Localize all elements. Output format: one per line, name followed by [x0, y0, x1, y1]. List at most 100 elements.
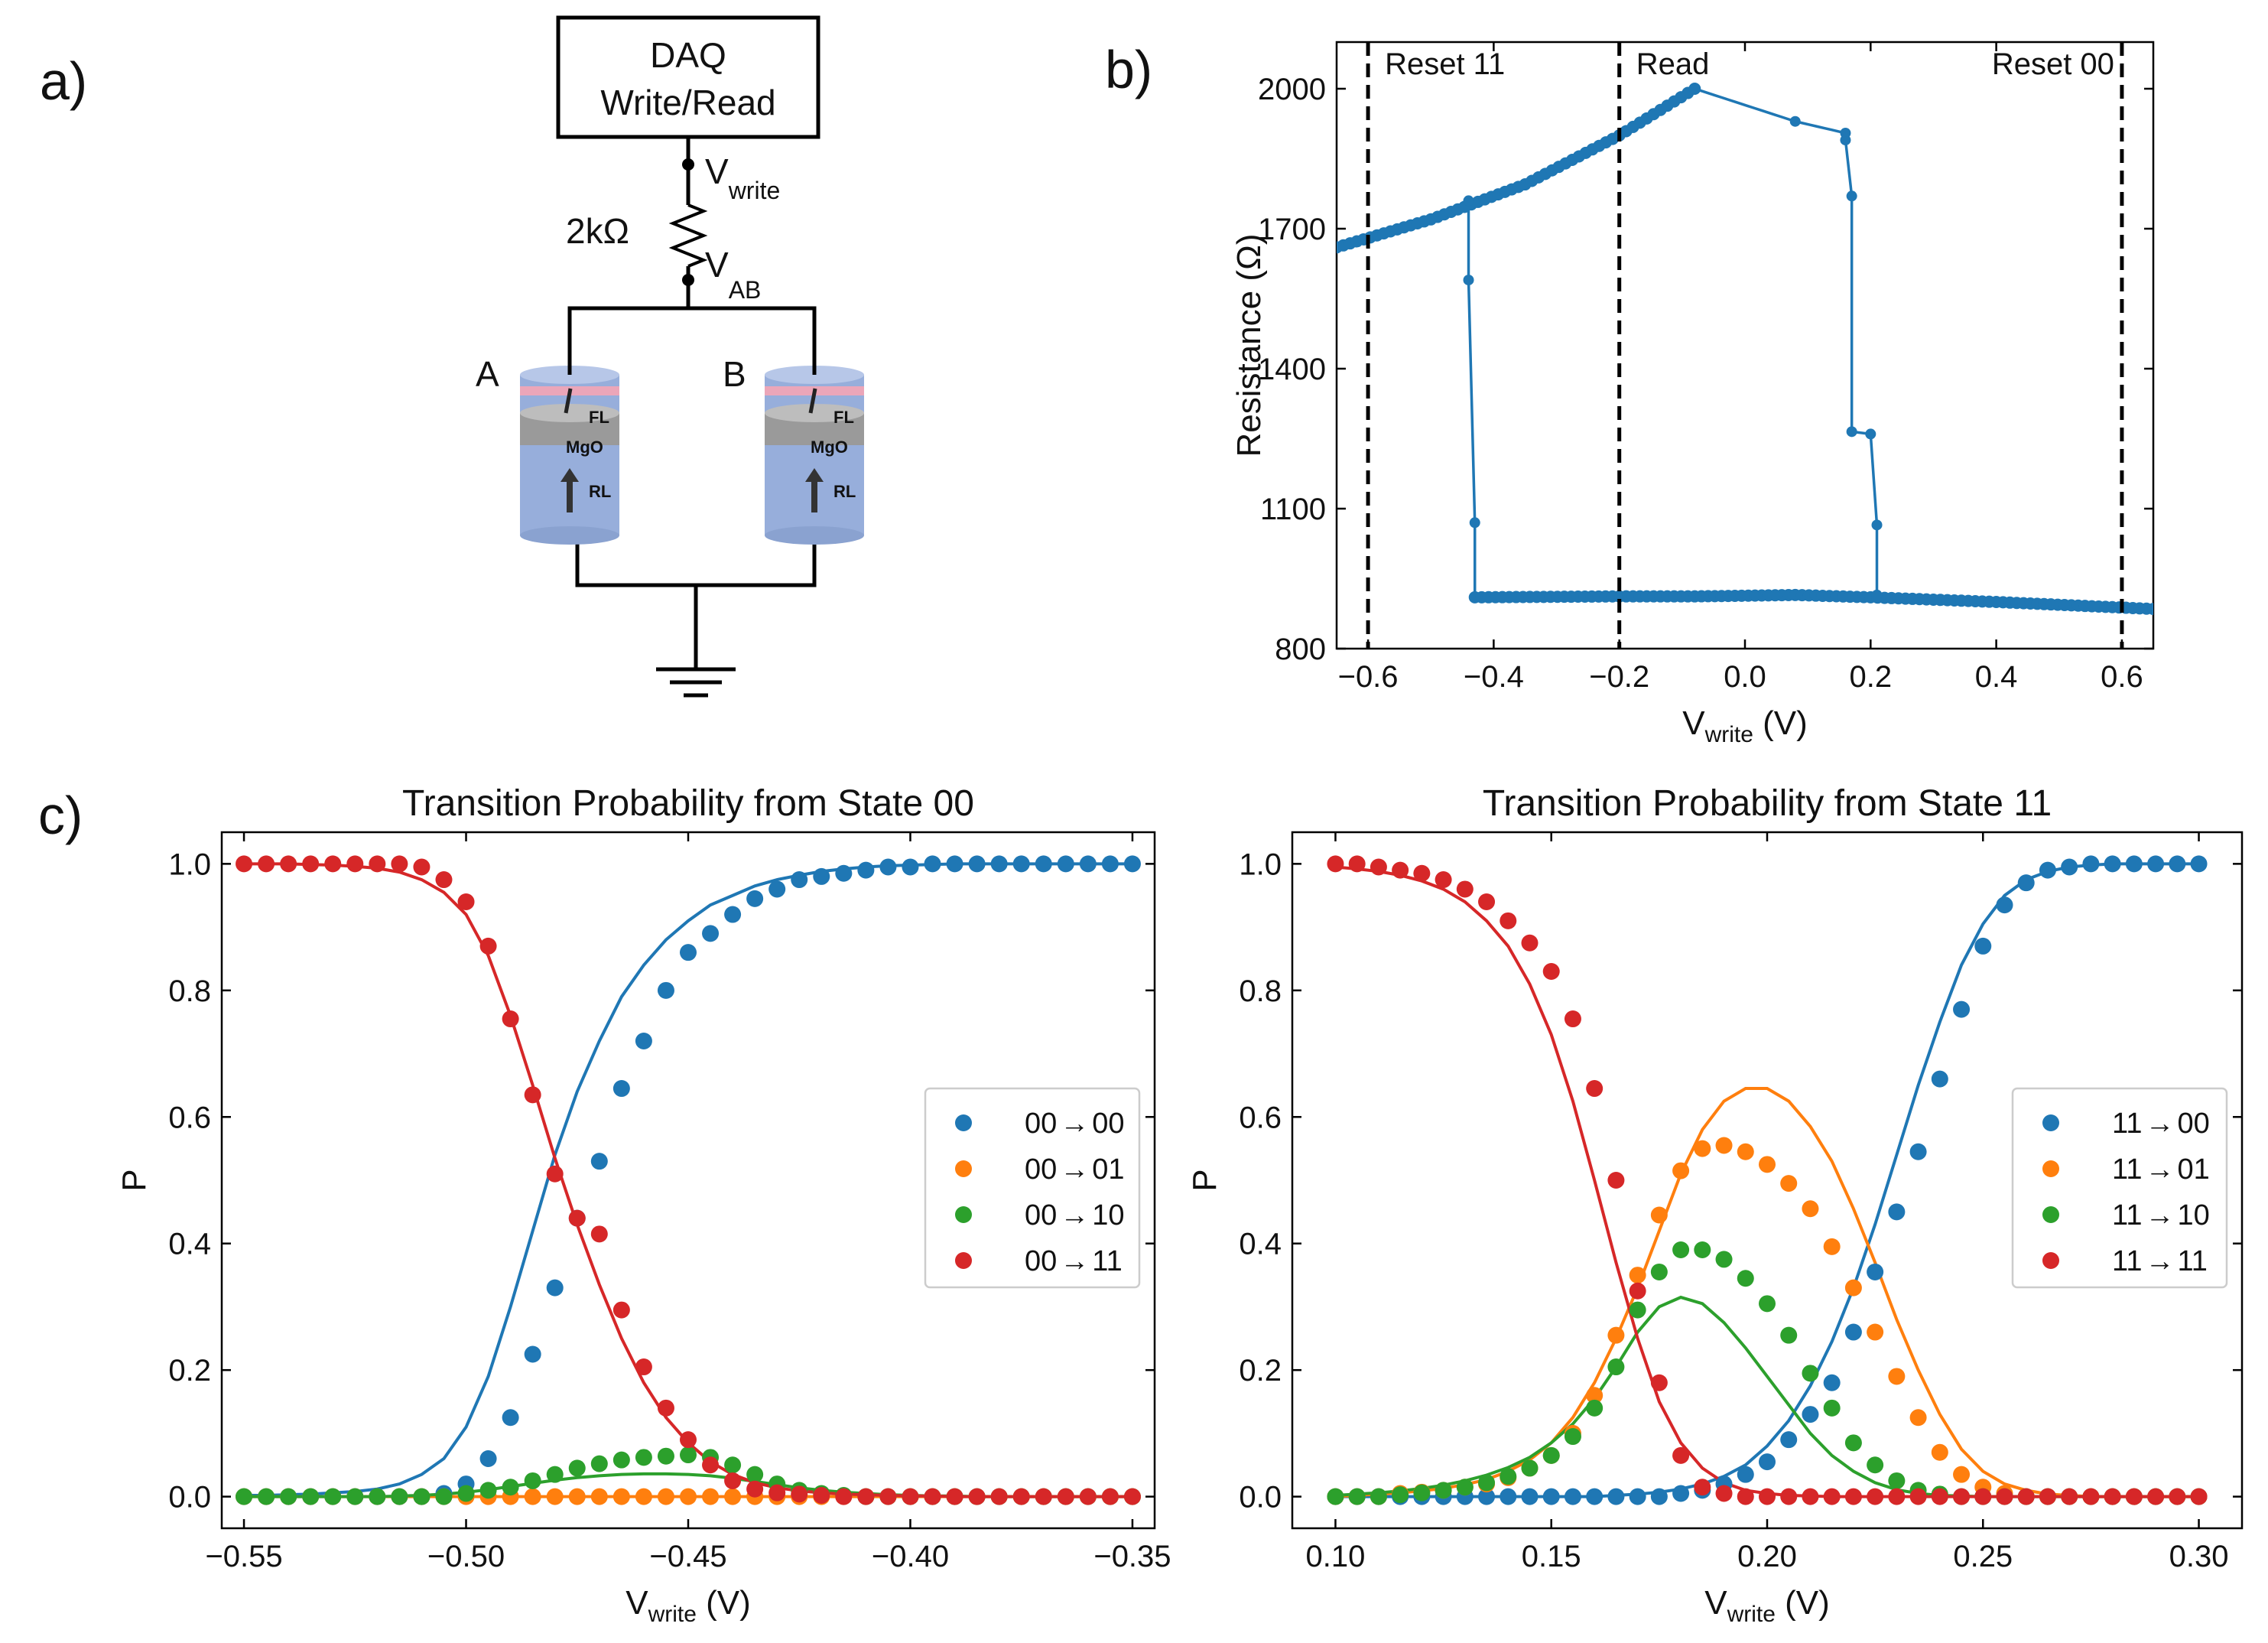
data-point [590, 1488, 608, 1505]
vab-label: VAB [705, 245, 761, 304]
arrow-right-icon: → [1060, 1245, 1089, 1277]
x-axis-label: Vwrite (V) [1704, 1584, 1830, 1627]
data-point [1953, 1466, 1971, 1483]
reference-layer-arrow-icon [561, 468, 579, 512]
data-point [280, 1488, 297, 1505]
data-point [1521, 934, 1539, 952]
data-point [524, 1488, 541, 1505]
legend-marker [955, 1206, 972, 1223]
data-point [324, 1488, 342, 1505]
data-point [1012, 1488, 1030, 1505]
data-point [612, 1080, 630, 1098]
data-point [968, 855, 986, 873]
data-point [1123, 1488, 1141, 1505]
legend-from: 00 [1025, 1245, 1057, 1277]
data-point [746, 890, 764, 907]
data-point [1629, 1267, 1646, 1284]
legend-from: 11 [2112, 1153, 2142, 1186]
data-point [791, 871, 808, 889]
data-point [1996, 1488, 2013, 1505]
data-point [1802, 1200, 1819, 1218]
legend-marker [2042, 1160, 2059, 1177]
data-point [1586, 1399, 1604, 1417]
data-point [1844, 1488, 1862, 1505]
data-point [524, 1472, 541, 1489]
data-point [258, 1488, 275, 1505]
data-point [2082, 1488, 2100, 1505]
data-point [1953, 1000, 1971, 1018]
legend-to: 00 [1092, 1108, 1124, 1140]
resistor-zigzag [668, 203, 708, 268]
data-point [1694, 1479, 1711, 1496]
x-axis-label-sub: write [1727, 1602, 1776, 1627]
plot-frame [1335, 41, 2155, 650]
reference-line-label: Reset 00 [1992, 47, 2114, 81]
arrow-right-icon: → [2145, 1153, 2174, 1186]
data-point [1500, 1488, 1517, 1505]
data-point [2082, 855, 2100, 873]
data-point [435, 871, 453, 889]
legend-marker [955, 1160, 972, 1177]
data-point [680, 1431, 697, 1449]
data-point [1780, 1175, 1798, 1192]
chart-title: Transition Probability from State 00 [402, 783, 974, 824]
data-point [1867, 1488, 1884, 1505]
data-point [879, 858, 897, 876]
layer-label-rl: RL [589, 482, 611, 501]
data-point [1035, 855, 1052, 873]
data-point [324, 855, 342, 873]
data-point [1435, 1482, 1452, 1499]
x-tick-label: 0.15 [1522, 1540, 1581, 1573]
data-point [702, 1488, 720, 1505]
data-point [1348, 855, 1366, 873]
data-point [369, 1488, 386, 1505]
data-point [1737, 1143, 1754, 1160]
data-point [590, 1153, 608, 1170]
data-point [1586, 1080, 1604, 1098]
data-point [546, 1165, 564, 1183]
pillar-a-label: A [476, 354, 499, 394]
layer-label-mgo: MgO [566, 438, 603, 457]
free-layer-arrow-icon [564, 388, 573, 414]
y-tick-label: 0.0 [1239, 1481, 1282, 1514]
data-point [1844, 1279, 1862, 1297]
reference-line-label: Read [1636, 47, 1710, 81]
x-axis-label: Vwrite (V) [625, 1584, 751, 1627]
legend-from: 00 [1025, 1108, 1057, 1140]
x-axis-label-unit: (V) [697, 1584, 751, 1622]
data-point [702, 1456, 720, 1474]
data-point [1759, 1453, 1776, 1471]
data-point [1586, 1488, 1604, 1505]
data-point [546, 1488, 564, 1505]
data-point [1840, 135, 1851, 146]
data-point [1737, 1466, 1754, 1483]
data-point [1672, 1162, 1690, 1179]
y-tick-label: 0.0 [168, 1481, 211, 1514]
data-point [346, 1488, 364, 1505]
legend-to: 10 [2177, 1199, 2209, 1231]
data-point [680, 944, 697, 961]
node-vwrite [682, 158, 694, 171]
data-point [1844, 1434, 1862, 1452]
data-point [568, 1209, 586, 1227]
data-point [1392, 861, 1409, 879]
data-point [1327, 1488, 1344, 1505]
data-point [1715, 1485, 1733, 1502]
y-tick-label: 1100 [1260, 493, 1326, 526]
arrow-right-icon: → [2145, 1108, 2174, 1140]
layer-label-rl: RL [833, 482, 856, 501]
y-tick-label: 0.4 [1239, 1228, 1282, 1261]
data-point [280, 855, 297, 873]
legend-marker [955, 1252, 972, 1269]
circuit-diagram: DAQ Write/Read Vwrite 2kΩ VAB FL MgO [476, 15, 864, 698]
data-point [924, 855, 941, 873]
data-point [1650, 1374, 1668, 1391]
data-point [1586, 1387, 1604, 1404]
x-axis-label-main: V [1682, 704, 1705, 742]
data-point [746, 1466, 764, 1483]
data-point [1888, 1488, 1906, 1505]
data-point [612, 1301, 630, 1319]
data-point [1370, 1488, 1387, 1505]
legend-to: 11 [2177, 1245, 2207, 1277]
data-point [1823, 1238, 1841, 1255]
